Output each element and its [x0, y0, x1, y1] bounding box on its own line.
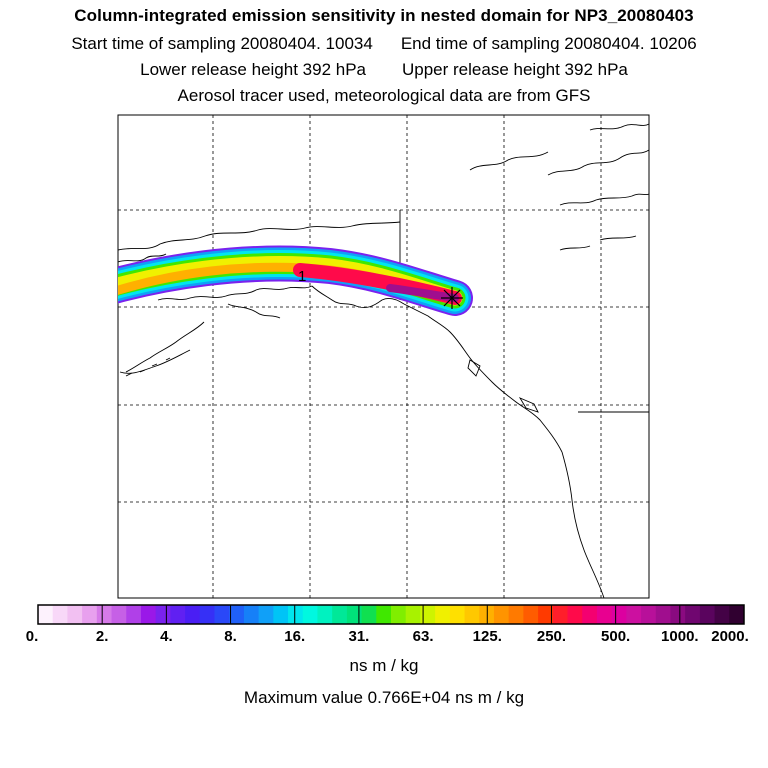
colorbar-tick-label: 63.	[412, 628, 434, 645]
colorbar-segment	[52, 605, 68, 624]
colorbar-segment	[655, 605, 671, 624]
colorbar-segment	[670, 605, 686, 624]
colorbar-segment	[714, 605, 730, 624]
colorbar-segment	[699, 605, 715, 624]
colorbar-segment	[302, 605, 318, 624]
colorbar-segment	[317, 605, 333, 624]
colorbar-tick-label: 0.	[25, 628, 39, 645]
map-frame	[117, 114, 650, 599]
release-heights: Lower release height 392 hPa Upper releas…	[0, 60, 768, 80]
start-time: Start time of sampling 20080404. 10034	[71, 34, 373, 53]
colorbar-segment	[214, 605, 230, 624]
colorbar-segment	[464, 605, 480, 624]
tracer-info: Aerosol tracer used, meteorological data…	[177, 86, 591, 105]
colorbar-segment	[96, 605, 112, 624]
upper-release-height: Upper release height 392 hPa	[402, 60, 628, 79]
colorbar-segment	[685, 605, 701, 624]
colorbar-segment	[552, 605, 568, 624]
plume-label: 1	[298, 268, 306, 285]
colorbar-segment	[405, 605, 421, 624]
colorbar-segment	[596, 605, 613, 624]
colorbar-segment	[508, 605, 524, 624]
colorbar-segment	[611, 605, 627, 624]
colorbar-tick-label: 125.	[472, 628, 502, 645]
colorbar-segment	[170, 605, 186, 624]
colorbar-segment	[435, 605, 451, 624]
colorbar-segment	[67, 605, 83, 624]
colorbar-segment	[538, 605, 554, 624]
lower-release-height: Lower release height 392 hPa	[140, 60, 366, 79]
colorbar	[38, 605, 745, 624]
plot-title: Column-integrated emission sensitivity i…	[74, 6, 694, 25]
colorbar-segment	[38, 605, 54, 624]
maximum-value: Maximum value 0.766E+04 ns m / kg	[243, 688, 525, 707]
colorbar-tick-label: 31.	[348, 628, 370, 645]
colorbar-segment	[729, 605, 745, 624]
colorbar-segment	[126, 605, 142, 624]
colorbar-tick-label: 1000.	[661, 628, 699, 645]
emission-plume	[118, 245, 473, 316]
colorbar-segment	[391, 605, 407, 624]
colorbar-tick-label: 16.	[284, 628, 306, 645]
colorbar-segment	[346, 605, 362, 624]
colorbar-segment	[288, 605, 304, 624]
coastlines	[118, 123, 649, 598]
colorbar-tick-label: 250.	[536, 628, 567, 645]
colorbar-segment	[199, 605, 215, 624]
colorbar-segment	[185, 605, 201, 624]
colorbar-segment	[332, 605, 348, 624]
colorbar-segment	[523, 605, 539, 624]
colorbar-segment	[493, 605, 510, 624]
colorbar-segment	[111, 605, 127, 624]
colorbar-segment	[258, 605, 274, 624]
colorbar-segment	[626, 605, 642, 624]
colorbar-segment	[155, 605, 171, 624]
colorbar-segment	[582, 605, 598, 624]
colorbar-segment	[376, 605, 392, 624]
colorbar-segment	[420, 605, 436, 624]
colorbar-units: ns m / kg	[349, 656, 419, 675]
colorbar-tick-label: 500.	[601, 628, 631, 645]
colorbar-segment	[567, 605, 583, 624]
colorbar-segment	[361, 605, 377, 624]
colorbar-segment	[140, 605, 157, 624]
colorbar-frame	[37, 604, 745, 625]
colorbar-tick-label: 4.	[160, 628, 173, 645]
colorbar-segment	[243, 605, 260, 624]
colorbar-segment	[273, 605, 289, 624]
colorbar-segment	[229, 605, 245, 624]
colorbar-tick-label: 2000.	[711, 628, 749, 645]
colorbar-segment	[641, 605, 657, 624]
colorbar-tick-label: 2.	[95, 628, 109, 645]
colorbar-segment	[82, 605, 98, 624]
colorbar-segment	[449, 605, 465, 624]
colorbar-tick-label: 8.	[224, 628, 237, 645]
graticule	[118, 115, 649, 598]
star-icon	[441, 287, 463, 309]
sampling-times: Start time of sampling 20080404. 10034 En…	[0, 34, 768, 54]
end-time: End time of sampling 20080404. 10206	[400, 34, 697, 53]
